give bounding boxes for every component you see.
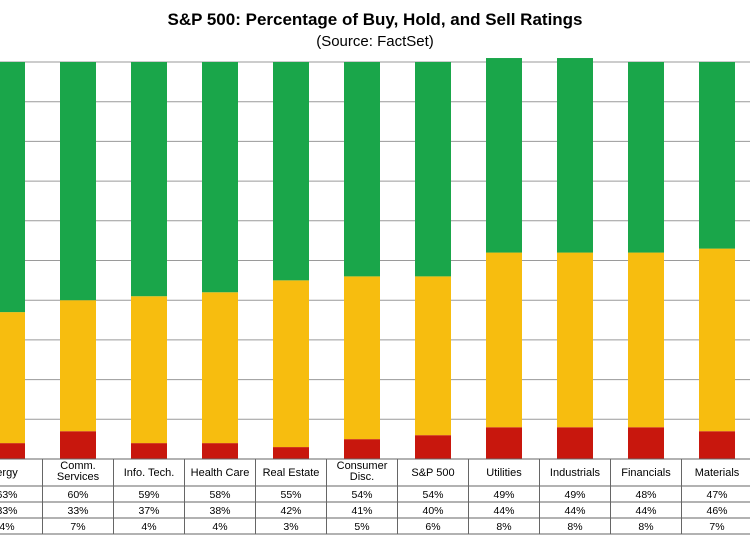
category-label: Comm. [60,460,95,472]
category-label: Materials [695,467,740,479]
table-cell: 44% [493,505,514,517]
category-label: Info. Tech. [124,467,175,479]
table-cell: 8% [567,521,582,533]
table-cell: 8% [496,521,511,533]
bar-hold [486,252,522,428]
bar-sell [202,443,238,459]
table-cell: 48% [635,489,656,501]
table-cell: 44% [564,505,585,517]
bar-hold [699,248,735,432]
bar-hold [60,300,96,432]
bar-buy [486,58,522,253]
table-cell: 33% [0,505,18,517]
bar-hold [202,292,238,444]
table-cell: 6% [425,521,440,533]
table-cell: 55% [280,489,301,501]
category-label: S&P 500 [411,467,454,479]
table-cell: 42% [280,505,301,517]
table-cell: 3% [283,521,298,533]
bar-sell [131,443,167,459]
table-cell: 7% [709,521,724,533]
bar-buy [202,62,238,293]
bar-sell [273,447,309,459]
bar-sell [60,431,96,459]
category-label: Health Care [191,467,250,479]
bar-sell [486,427,522,459]
bar-sell [557,427,593,459]
bar-buy [60,62,96,301]
table-cell: 4% [0,521,15,533]
table-cell: 63% [0,489,18,501]
bar-hold [131,296,167,444]
table-cell: 33% [67,505,88,517]
bar-hold [628,252,664,428]
table-cell: 47% [706,489,727,501]
table-cell: 7% [70,521,85,533]
table-cell: 5% [354,521,369,533]
category-label: Financials [621,467,671,479]
bar-hold [557,252,593,428]
bar-buy [131,62,167,297]
chart-title: S&P 500: Percentage of Buy, Hold, and Se… [167,10,583,29]
category-label: Utilities [486,467,522,479]
table-cell: 44% [635,505,656,517]
table-cell: 59% [138,489,159,501]
category-label: ergy [0,467,18,479]
table-cell: 8% [638,521,653,533]
table-cell: 54% [422,489,443,501]
category-label: Consumer [337,460,388,472]
bar-hold [0,312,25,444]
table-cell: 41% [351,505,372,517]
category-label: Industrials [550,467,601,479]
bar-sell [628,427,664,459]
bar-buy [557,58,593,253]
bar-sell [699,431,735,459]
category-label: Services [57,471,100,483]
table-cell: 54% [351,489,372,501]
bar-hold [344,276,380,440]
bar-sell [415,435,451,459]
bar-buy [273,62,309,281]
table-cell: 58% [209,489,230,501]
bar-sell [0,443,25,459]
table-cell: 4% [212,521,227,533]
bar-buy [415,62,451,277]
table-cell: 40% [422,505,443,517]
table-cell: 38% [209,505,230,517]
bar-buy [0,62,25,313]
category-label: Real Estate [263,467,320,479]
bar-buy [699,62,735,249]
bar-buy [628,62,664,253]
bar-buy [344,62,380,277]
table-cell: 46% [706,505,727,517]
bar-sell [344,439,380,459]
table-cell: 49% [564,489,585,501]
chart-subtitle: (Source: FactSet) [316,33,434,50]
bar-hold [273,280,309,448]
table-cell: 4% [141,521,156,533]
table-cell: 37% [138,505,159,517]
table-cell: 60% [67,489,88,501]
table-cell: 49% [493,489,514,501]
bar-hold [415,276,451,436]
category-label: Disc. [350,471,374,483]
